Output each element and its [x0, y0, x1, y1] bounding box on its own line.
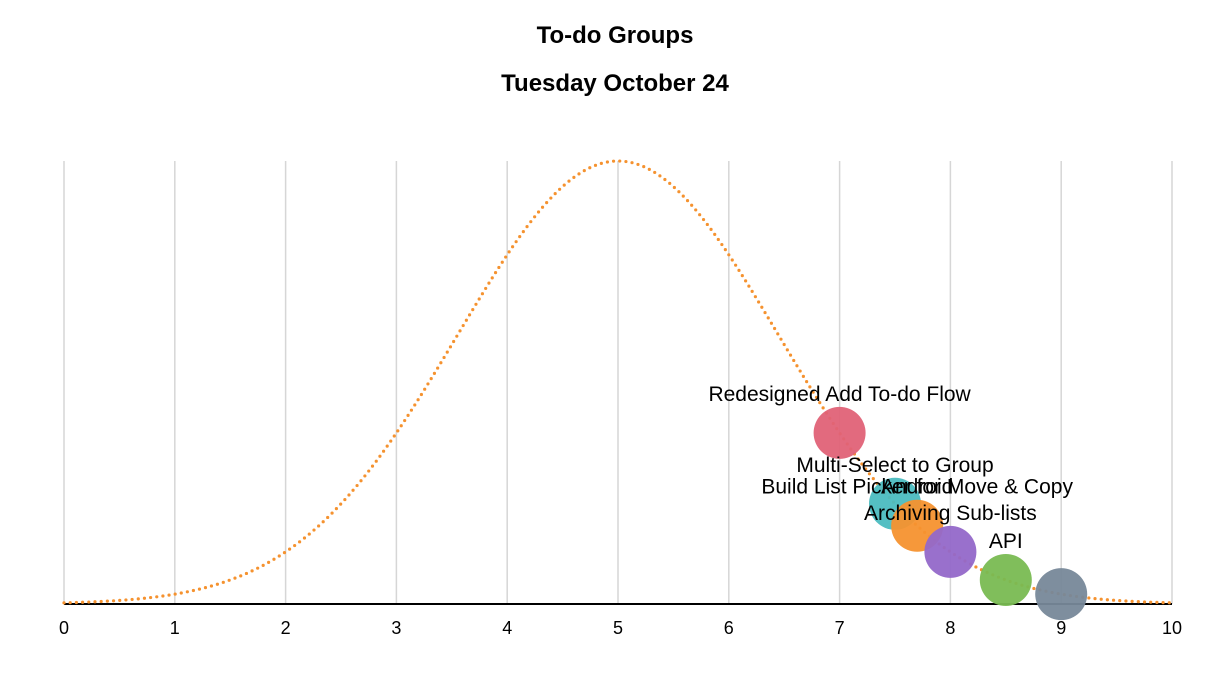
x-tick-label: 1: [170, 618, 180, 638]
point-label: Build List Picker for Move & Copy: [761, 476, 1073, 499]
x-tick-label: 5: [613, 618, 623, 638]
x-tick-label: 9: [1056, 618, 1066, 638]
x-tick-label: 10: [1162, 618, 1182, 638]
point-label: Redesigned Add To-do Flow: [708, 383, 971, 406]
chart-subtitle: Tuesday October 24: [501, 70, 729, 97]
chart-title: To-do Groups: [536, 22, 694, 49]
point-marker: [813, 406, 866, 459]
x-tick-label: 3: [391, 618, 401, 638]
point-marker: [979, 553, 1032, 606]
point-label: Android: [881, 476, 953, 499]
x-tick-label: 2: [281, 618, 291, 638]
x-tick-label: 6: [724, 618, 734, 638]
x-tick-label: 4: [502, 618, 512, 638]
x-tick-label: 0: [59, 618, 69, 638]
point-label: Archiving Sub-lists: [864, 502, 1037, 525]
x-tick-label: 8: [945, 618, 955, 638]
point-label: Multi-Select to Group: [796, 454, 993, 477]
point-marker: [924, 525, 977, 578]
x-tick-label: 7: [835, 618, 845, 638]
point-label: API: [989, 530, 1023, 553]
point-marker: [1035, 568, 1088, 621]
